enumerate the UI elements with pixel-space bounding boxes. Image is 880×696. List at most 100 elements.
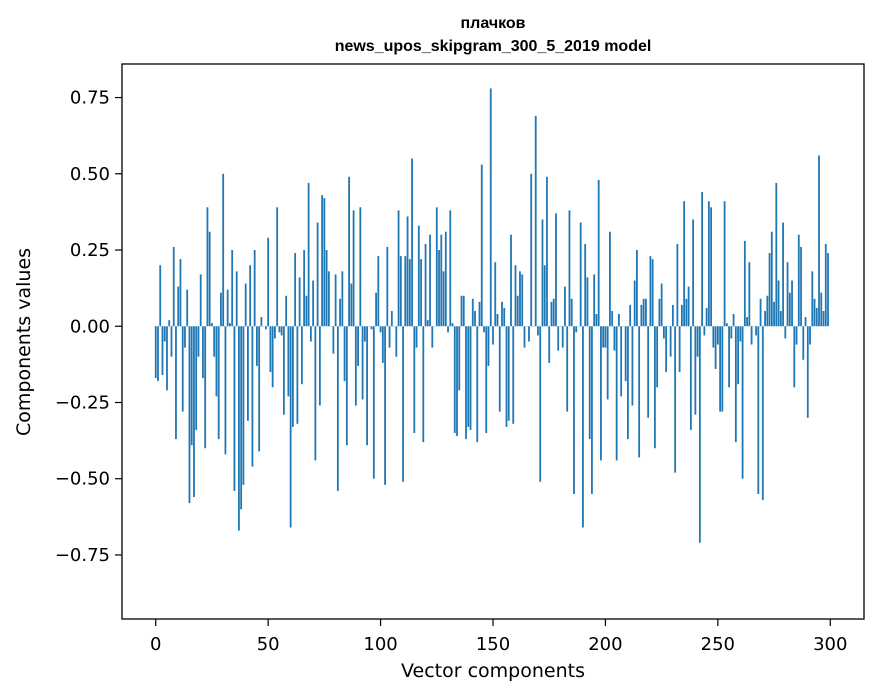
bar: [177, 286, 180, 327]
bar: [528, 326, 530, 342]
bar: [211, 323, 213, 327]
bar: [172, 246, 175, 327]
bar: [220, 292, 222, 327]
bar: [633, 280, 636, 327]
bar: [186, 289, 189, 327]
bar: [730, 326, 733, 339]
bar: [593, 274, 596, 327]
bar: [303, 250, 306, 327]
bar: [743, 240, 746, 327]
bar: [305, 295, 308, 327]
bar: [510, 234, 512, 327]
bar: [788, 292, 791, 327]
bar: [757, 326, 760, 494]
bar: [671, 304, 674, 327]
bar: [703, 326, 706, 336]
x-ticks: 0 50 100 150 200 250 300: [150, 619, 847, 655]
bar: [168, 320, 171, 327]
bar: [170, 326, 173, 357]
bar: [552, 298, 555, 327]
bar: [546, 176, 548, 327]
bar: [725, 323, 728, 327]
bar: [806, 326, 809, 418]
bar: [512, 326, 515, 424]
bar: [530, 173, 533, 327]
bar: [496, 314, 499, 327]
bar: [588, 326, 591, 440]
bar: [476, 326, 479, 443]
bar: [474, 311, 476, 327]
bar: [267, 237, 270, 327]
bar: [501, 301, 503, 327]
bar: [483, 326, 485, 333]
bar: [325, 250, 328, 327]
bar: [278, 326, 281, 333]
y-tick-label: −0.75: [55, 545, 110, 566]
bar: [258, 326, 261, 452]
bar: [813, 298, 816, 327]
chart-subtitle: news_upos_skipgram_300_5_2019 model: [335, 38, 652, 55]
bar: [274, 326, 276, 339]
bar: [352, 210, 355, 327]
bar: [761, 326, 764, 501]
bar: [289, 326, 292, 528]
bar: [379, 326, 382, 333]
bar: [712, 326, 715, 348]
bar: [478, 301, 481, 327]
bar: [384, 326, 386, 485]
bar: [710, 207, 712, 327]
bar: [629, 304, 632, 327]
bar: [786, 262, 789, 327]
bar: [447, 326, 449, 333]
bar: [244, 283, 247, 327]
bar: [822, 311, 825, 327]
bar: [824, 243, 827, 327]
bar: [300, 326, 303, 385]
bar: [809, 326, 811, 345]
bar: [242, 326, 245, 485]
bar: [269, 326, 272, 372]
bar: [253, 250, 256, 327]
bar: [692, 219, 695, 327]
bar: [759, 298, 762, 327]
bar: [647, 326, 650, 418]
bar: [361, 326, 364, 400]
bar: [159, 265, 162, 327]
bar: [316, 222, 319, 327]
bar: [287, 326, 290, 397]
chart-title: плачков: [460, 15, 525, 32]
bar: [802, 326, 805, 360]
bar: [291, 326, 294, 427]
bar: [408, 259, 411, 327]
bar: [609, 231, 611, 327]
bar: [285, 295, 288, 327]
bar: [750, 326, 753, 345]
bar: [811, 271, 814, 327]
bar: [399, 256, 402, 327]
bar: [208, 231, 211, 327]
bar: [363, 326, 366, 342]
bar: [584, 243, 587, 327]
bar: [793, 326, 796, 388]
bar: [318, 326, 321, 406]
bar: [458, 326, 461, 391]
bar: [345, 326, 348, 446]
bar: [314, 326, 317, 461]
x-axis-label: Vector components: [401, 660, 585, 682]
bars-group: [154, 88, 829, 543]
bar: [402, 326, 404, 482]
bar: [606, 326, 609, 400]
bar: [435, 207, 438, 327]
y-axis-label: Components values: [13, 248, 35, 436]
bar: [696, 326, 699, 357]
bar: [420, 259, 422, 327]
bar: [557, 326, 560, 351]
bar: [602, 326, 605, 348]
bar: [685, 298, 688, 327]
bar: [438, 250, 440, 327]
bar: [548, 326, 551, 363]
bar: [539, 326, 542, 482]
bar: [397, 210, 400, 327]
bar: [534, 115, 537, 327]
